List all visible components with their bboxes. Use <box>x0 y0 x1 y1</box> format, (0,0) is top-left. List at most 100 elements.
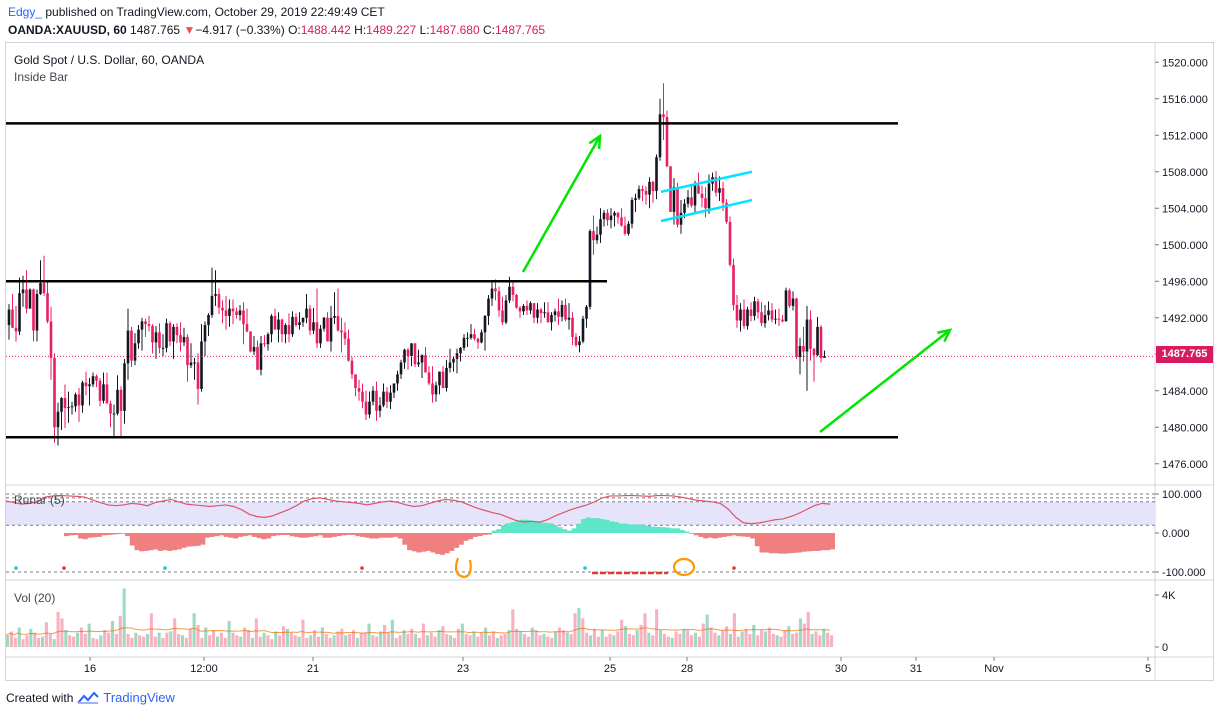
volume-bar <box>52 639 56 647</box>
volume-bar <box>398 635 402 647</box>
volume-bar <box>775 635 779 647</box>
osc-bar <box>369 533 375 539</box>
volume-bar <box>658 630 663 647</box>
osc-bar <box>660 527 666 533</box>
volume-bar <box>686 630 690 647</box>
candle-body <box>371 390 375 402</box>
volume-bar <box>709 627 713 647</box>
candle-body <box>256 346 259 370</box>
candle-body <box>588 231 592 307</box>
volume-bar <box>56 611 60 647</box>
osc-bar <box>623 523 629 533</box>
volume-bar <box>550 637 554 647</box>
volume-bar <box>740 631 744 647</box>
osc-bar <box>820 533 826 551</box>
osc-bar <box>501 525 507 533</box>
volume-bar <box>569 634 573 647</box>
candle-body <box>343 332 347 339</box>
volume-bar <box>75 632 80 647</box>
candle-body <box>798 346 802 357</box>
volume-bar <box>363 632 367 647</box>
candle-body <box>770 310 774 320</box>
osc-bar <box>736 533 742 537</box>
candle-body <box>280 319 284 335</box>
volume-bar <box>91 637 95 647</box>
candle-body <box>756 301 760 313</box>
bullish-arrow-2 <box>819 329 951 433</box>
candle-body <box>28 289 32 309</box>
tradingview-brand[interactable]: TradingView <box>103 690 175 705</box>
volume-bar <box>639 624 643 647</box>
candle-body <box>147 324 151 326</box>
candle-body <box>532 303 536 318</box>
candle-body <box>644 190 648 195</box>
time-tick-label: 21 <box>307 663 319 675</box>
osc-bar <box>463 533 469 541</box>
osc-bar <box>642 525 648 533</box>
volume-bar <box>460 623 464 647</box>
candle-body <box>448 362 452 368</box>
candle-body <box>214 294 217 296</box>
volume-bar <box>126 634 130 647</box>
osc-bar <box>797 533 803 553</box>
osc-bar <box>703 533 709 539</box>
osc-bar <box>580 518 586 533</box>
osc-bar <box>693 533 699 536</box>
candle-body <box>14 327 18 332</box>
candle-body <box>81 382 84 406</box>
author-link[interactable]: Edgy_ <box>8 5 43 19</box>
candle-body <box>595 234 599 241</box>
osc-bar <box>388 533 394 538</box>
osc-bar <box>674 528 680 533</box>
close-value: 1487.765 <box>494 23 546 37</box>
osc-bar <box>237 533 243 537</box>
candle-body <box>249 331 252 352</box>
volume-bar <box>406 634 410 647</box>
candle-body <box>739 309 742 321</box>
volume-bar <box>495 637 499 647</box>
volume-bar <box>320 627 324 647</box>
candle-body <box>718 188 721 193</box>
candle-body <box>63 398 67 409</box>
candle-body <box>266 334 270 345</box>
candle-body <box>746 309 749 326</box>
volume-bar <box>258 636 262 647</box>
time-tick-label: 25 <box>604 663 616 675</box>
volume-bar <box>503 634 507 647</box>
candle-body <box>672 187 676 212</box>
osc-bar <box>115 533 121 535</box>
tradingview-logo-icon <box>77 691 100 704</box>
bullish-arrow-1-head <box>588 133 602 150</box>
candle-body <box>469 334 473 338</box>
osc-bar <box>740 533 746 537</box>
candle-body <box>462 337 466 348</box>
volume-bar <box>728 634 733 647</box>
channel-upper <box>660 170 753 194</box>
volume-bar <box>701 623 705 647</box>
candle-body <box>483 315 487 333</box>
candle-body <box>714 177 718 193</box>
volume-bar <box>9 631 13 647</box>
osc-bar <box>684 531 690 533</box>
osc-bar <box>759 533 765 553</box>
change-arrow-icon: ▼ <box>183 23 196 37</box>
osc-bar <box>106 533 112 535</box>
osc-bar <box>360 533 366 537</box>
osc-bar <box>811 533 817 551</box>
volume-bar <box>779 636 783 647</box>
osc-bar <box>341 533 347 536</box>
volume-bar <box>270 639 274 647</box>
volume-bar <box>293 635 297 647</box>
candle-body <box>77 394 81 406</box>
candle-body <box>350 360 354 375</box>
candle-body <box>424 355 427 373</box>
volume-bar <box>421 623 425 647</box>
candle-body <box>53 357 56 428</box>
osc-bar <box>294 533 300 537</box>
osc-bar <box>261 533 267 540</box>
candle-body <box>238 310 242 316</box>
osc-bar <box>815 533 821 551</box>
highlight-circle-1 <box>454 557 472 579</box>
candle-body <box>602 212 606 220</box>
